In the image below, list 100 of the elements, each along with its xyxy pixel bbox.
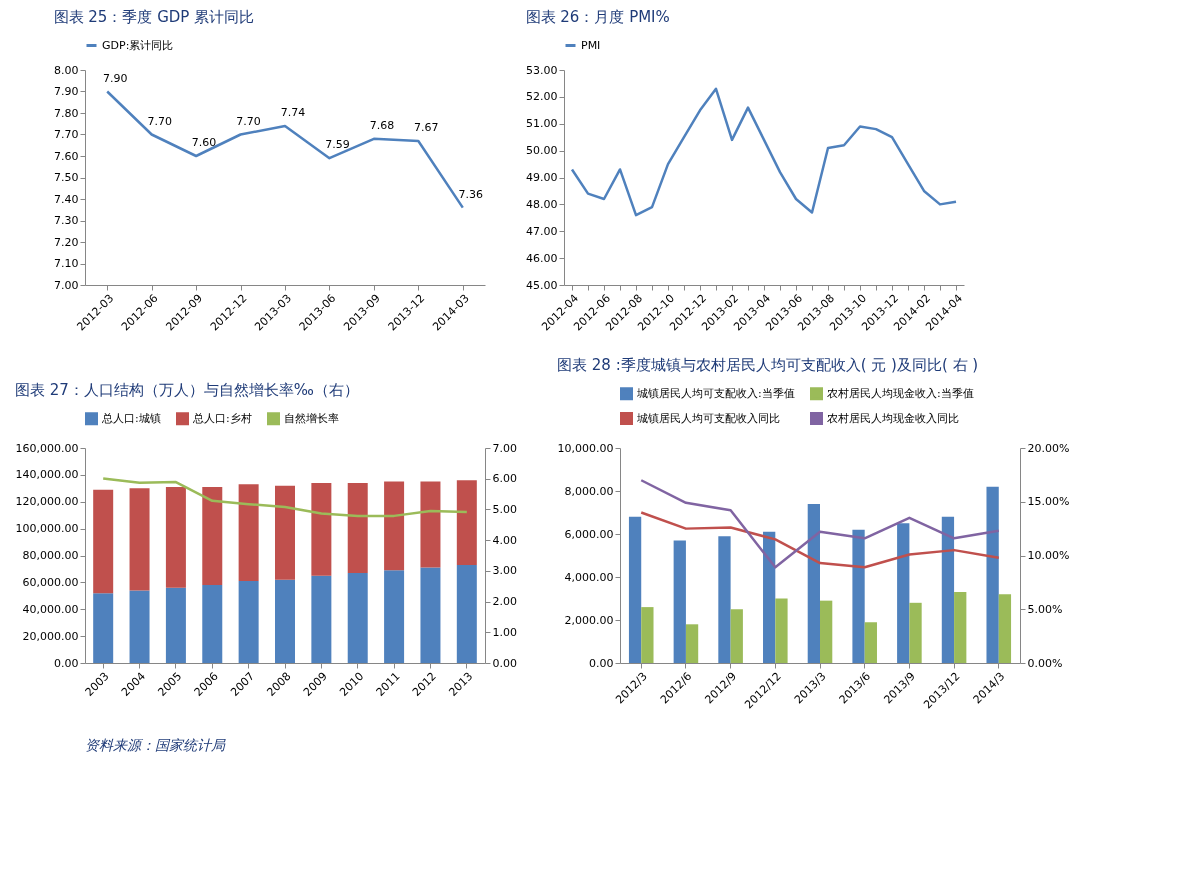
bar — [275, 579, 295, 663]
bar — [852, 529, 865, 663]
bar — [730, 609, 743, 663]
bar — [202, 486, 223, 586]
legend-label: 农村居民人均现金收入同比 — [827, 411, 959, 425]
bar — [129, 488, 150, 591]
bar — [456, 480, 477, 565]
y-tick-label: 45.00 — [526, 278, 558, 292]
y2-tick-label: 10.00% — [1027, 549, 1070, 562]
bar — [807, 503, 820, 663]
y2-tick-label: 4.00 — [492, 533, 517, 547]
y-tick-label: 7.90 — [54, 85, 79, 98]
y2-tick-label: 0.00% — [1027, 656, 1063, 670]
bar — [93, 489, 114, 594]
bar — [718, 536, 731, 663]
data-label: 7.67 — [414, 120, 439, 134]
y-tick-label: 40,000.00 — [22, 602, 79, 616]
line-series — [101, 477, 469, 518]
y-tick-label: 8.00 — [54, 63, 79, 77]
y-tick-label: 20,000.00 — [22, 629, 79, 643]
bar — [347, 482, 368, 573]
y2-tick-label: 7.00 — [492, 441, 517, 455]
y-tick-label: 6,000.00 — [564, 527, 614, 541]
data-label: 7.74 — [280, 105, 306, 119]
bar — [165, 486, 186, 588]
y-tick-label: 53.00 — [526, 63, 558, 77]
y-tick-label: 2,000.00 — [564, 613, 614, 627]
legend-label: 城镇居民人均可支配收入:当季值 — [636, 386, 795, 400]
bar — [311, 482, 332, 576]
y2-tick-label: 2.00 — [492, 595, 517, 609]
legend-label: 总人口:乡村 — [192, 411, 252, 425]
data-label: 7.70 — [236, 114, 261, 128]
bar — [202, 585, 223, 663]
y-tick-label: 120,000.00 — [15, 495, 79, 509]
y-tick-label: 10,000.00 — [557, 441, 614, 455]
bar — [165, 587, 186, 663]
chart-title: 图表 27：人口结构（万人）与自然增长率‰（右） — [15, 381, 359, 399]
bar — [763, 531, 776, 663]
y-tick-label: 50.00 — [526, 144, 558, 158]
y-tick-label: 4,000.00 — [564, 570, 614, 584]
y2-tick-label: 5.00 — [492, 502, 517, 516]
legend-label: 自然增长率 — [284, 411, 339, 425]
bar — [909, 602, 922, 663]
bar — [628, 516, 642, 663]
bar — [275, 485, 295, 580]
bar — [986, 486, 999, 663]
data-label: 7.68 — [369, 118, 395, 132]
bar — [685, 624, 699, 663]
bar — [775, 598, 788, 663]
y-tick-label: 160,000.00 — [15, 441, 79, 455]
y-tick-label: 80,000.00 — [22, 549, 79, 562]
y2-tick-label: 6.00 — [492, 472, 517, 486]
y2-tick-label: 5.00% — [1027, 602, 1063, 616]
bar — [384, 481, 405, 571]
y-tick-label: 52.00 — [526, 90, 558, 104]
bar — [941, 516, 955, 663]
bar — [238, 581, 259, 663]
bar — [897, 523, 910, 663]
data-label: 7.70 — [147, 114, 172, 128]
y-tick-label: 140,000.00 — [15, 468, 79, 482]
bar — [456, 564, 477, 663]
bar — [954, 592, 967, 663]
text: 资料来源：国家统计局 — [85, 737, 226, 753]
y-tick-label: 7.20 — [54, 235, 79, 249]
bar — [420, 481, 441, 568]
bar — [673, 540, 686, 663]
y-tick-label: 0.00 — [54, 656, 79, 670]
bar — [93, 593, 114, 663]
y-tick-label: 7.50 — [54, 171, 79, 184]
y2-tick-label: 0.00 — [492, 656, 517, 670]
data-label: 7.60 — [191, 136, 217, 149]
chart-title: 图表 25：季度 GDP 累计同比 — [53, 8, 255, 26]
legend-label: 城镇居民人均可支配收入同比 — [636, 411, 780, 425]
y2-tick-label: 20.00% — [1027, 441, 1070, 455]
bar — [238, 484, 259, 582]
y-tick-label: 46.00 — [526, 251, 558, 265]
bar — [384, 570, 405, 663]
chart-title: 图表 28 :季度城镇与农村居民人均可支配收入( 元 )及同比( 右 ) — [557, 356, 979, 374]
data-label: 7.90 — [102, 71, 128, 85]
bar — [998, 594, 1012, 663]
y2-tick-label: 3.00 — [492, 564, 517, 578]
y-tick-label: 7.00 — [54, 278, 79, 292]
line-series — [639, 479, 1001, 569]
y-tick-label: 7.80 — [54, 106, 79, 120]
y-tick-label: 100,000.00 — [15, 522, 79, 536]
y2-tick-label: 1.00 — [492, 625, 517, 639]
y-tick-label: 7.40 — [54, 192, 79, 206]
legend-label: 农村居民人均现金收入:当季值 — [827, 386, 974, 400]
y-tick-label: 60,000.00 — [22, 575, 79, 589]
y-tick-label: 0.00 — [589, 656, 614, 670]
data-label: 7.36 — [458, 187, 484, 201]
bar — [641, 607, 654, 663]
legend-label: PMI — [581, 38, 601, 52]
y-tick-label: 7.70 — [54, 128, 79, 141]
line-series — [639, 511, 1001, 569]
bar — [311, 575, 332, 663]
chart-title: 图表 26：月度 PMI% — [525, 8, 670, 26]
y-tick-label: 7.30 — [54, 214, 79, 227]
y-tick-label: 51.00 — [526, 117, 558, 131]
bar — [420, 567, 441, 663]
